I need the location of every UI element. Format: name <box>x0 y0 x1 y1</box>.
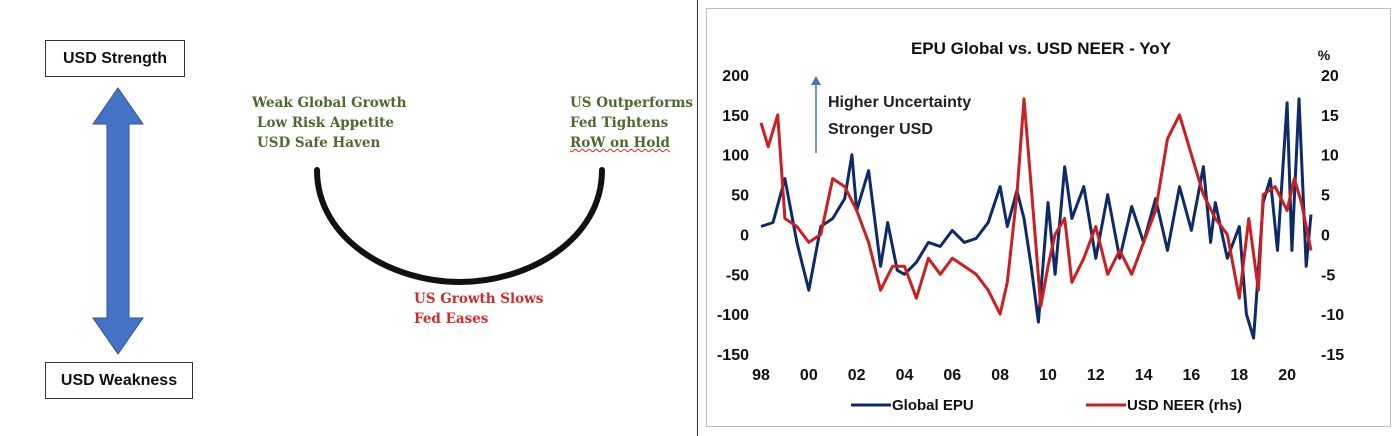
left-tick-label-6: -100 <box>717 307 749 324</box>
usd-strength-box: USD Strength <box>45 40 185 77</box>
legend-label-usd-neer: USD NEER (rhs) <box>1127 397 1242 414</box>
x-tick-label-11: 20 <box>1278 367 1296 384</box>
left-driver-3: USD Safe Haven <box>257 135 381 151</box>
smile-arc <box>314 167 605 286</box>
x-tick-label-5: 08 <box>991 367 1009 384</box>
left-drivers: Weak Global Growth Low Risk Appetite USD… <box>252 93 406 153</box>
annotation-line-2: Stronger USD <box>828 121 933 138</box>
usd-weakness-box: USD Weakness <box>45 362 193 399</box>
x-tick-label-3: 04 <box>896 367 914 384</box>
x-tick-label-1: 00 <box>800 367 818 384</box>
bottom-drivers: US Growth Slows Fed Eases <box>414 289 543 329</box>
right-tick-label-0: 20 <box>1321 68 1339 85</box>
bottom-driver-1: US Growth Slows <box>414 291 544 307</box>
x-tick-label-0: 98 <box>752 367 770 384</box>
bottom-driver-2: Fed Eases <box>414 311 489 327</box>
left-driver-1: Weak Global Growth <box>252 95 407 111</box>
series-lines <box>759 97 1313 340</box>
chart-title: EPU Global vs. USD NEER - YoY <box>911 39 1172 58</box>
uncertainty-annotation: Higher Uncertainty Stronger USD <box>811 76 971 153</box>
right-tick-label-7: -15 <box>1321 347 1344 364</box>
left-tick-label-0: 200 <box>722 68 749 85</box>
left-axis: 200 150 100 50 0 -50 -100 -150 <box>717 68 749 364</box>
right-tick-label-6: -10 <box>1321 307 1344 324</box>
panel-divider <box>697 0 698 436</box>
right-driver-2: Fed Tightens <box>570 115 669 131</box>
usd-neer-line <box>759 97 1313 316</box>
left-tick-label-2: 100 <box>722 148 749 165</box>
legend: Global EPU USD NEER (rhs) <box>851 397 1242 414</box>
right-tick-label-5: -5 <box>1321 267 1335 284</box>
right-driver-3-text: RoW on Hold <box>570 135 670 151</box>
right-tick-label-3: 5 <box>1321 188 1330 205</box>
x-tick-label-7: 12 <box>1087 367 1105 384</box>
left-tick-label-4: 0 <box>740 227 749 244</box>
annotation-arrow-head <box>811 76 821 85</box>
x-tick-label-8: 14 <box>1135 367 1153 384</box>
double-arrow <box>92 87 144 355</box>
left-tick-label-7: -150 <box>717 347 749 364</box>
right-driver-1: US Outperforms <box>570 95 693 111</box>
left-driver-2: Low Risk Appetite <box>257 115 394 131</box>
global-epu-line <box>760 97 1313 340</box>
left-tick-label-1: 150 <box>722 108 749 125</box>
right-tick-label-4: 0 <box>1321 227 1330 244</box>
right-drivers: US Outperforms Fed Tightens RoW on Hold <box>570 93 693 153</box>
annotation-line-1: Higher Uncertainty <box>828 94 971 111</box>
x-tick-label-4: 06 <box>943 367 961 384</box>
usd-strength-label: USD Strength <box>63 49 167 67</box>
x-tick-label-6: 10 <box>1039 367 1057 384</box>
left-tick-label-5: -50 <box>726 267 749 284</box>
left-tick-label-3: 50 <box>731 188 749 205</box>
right-tick-label-1: 15 <box>1321 108 1339 125</box>
x-tick-label-2: 02 <box>848 367 866 384</box>
right-axis: 20 15 10 5 0 -5 -10 -15 <box>1321 68 1344 364</box>
usd-weakness-label: USD Weakness <box>60 371 178 389</box>
x-tick-label-9: 16 <box>1183 367 1201 384</box>
legend-label-global-epu: Global EPU <box>892 397 974 414</box>
epu-usd-chart: EPU Global vs. USD NEER - YoY % 20015010… <box>706 8 1391 427</box>
right-tick-label-2: 10 <box>1321 148 1339 165</box>
x-axis: 98 00 02 04 06 08 10 12 14 16 18 20 <box>752 367 1296 384</box>
x-tick-label-10: 18 <box>1230 367 1248 384</box>
right-axis-unit: % <box>1318 47 1331 63</box>
right-driver-3: RoW on Hold <box>570 133 693 153</box>
